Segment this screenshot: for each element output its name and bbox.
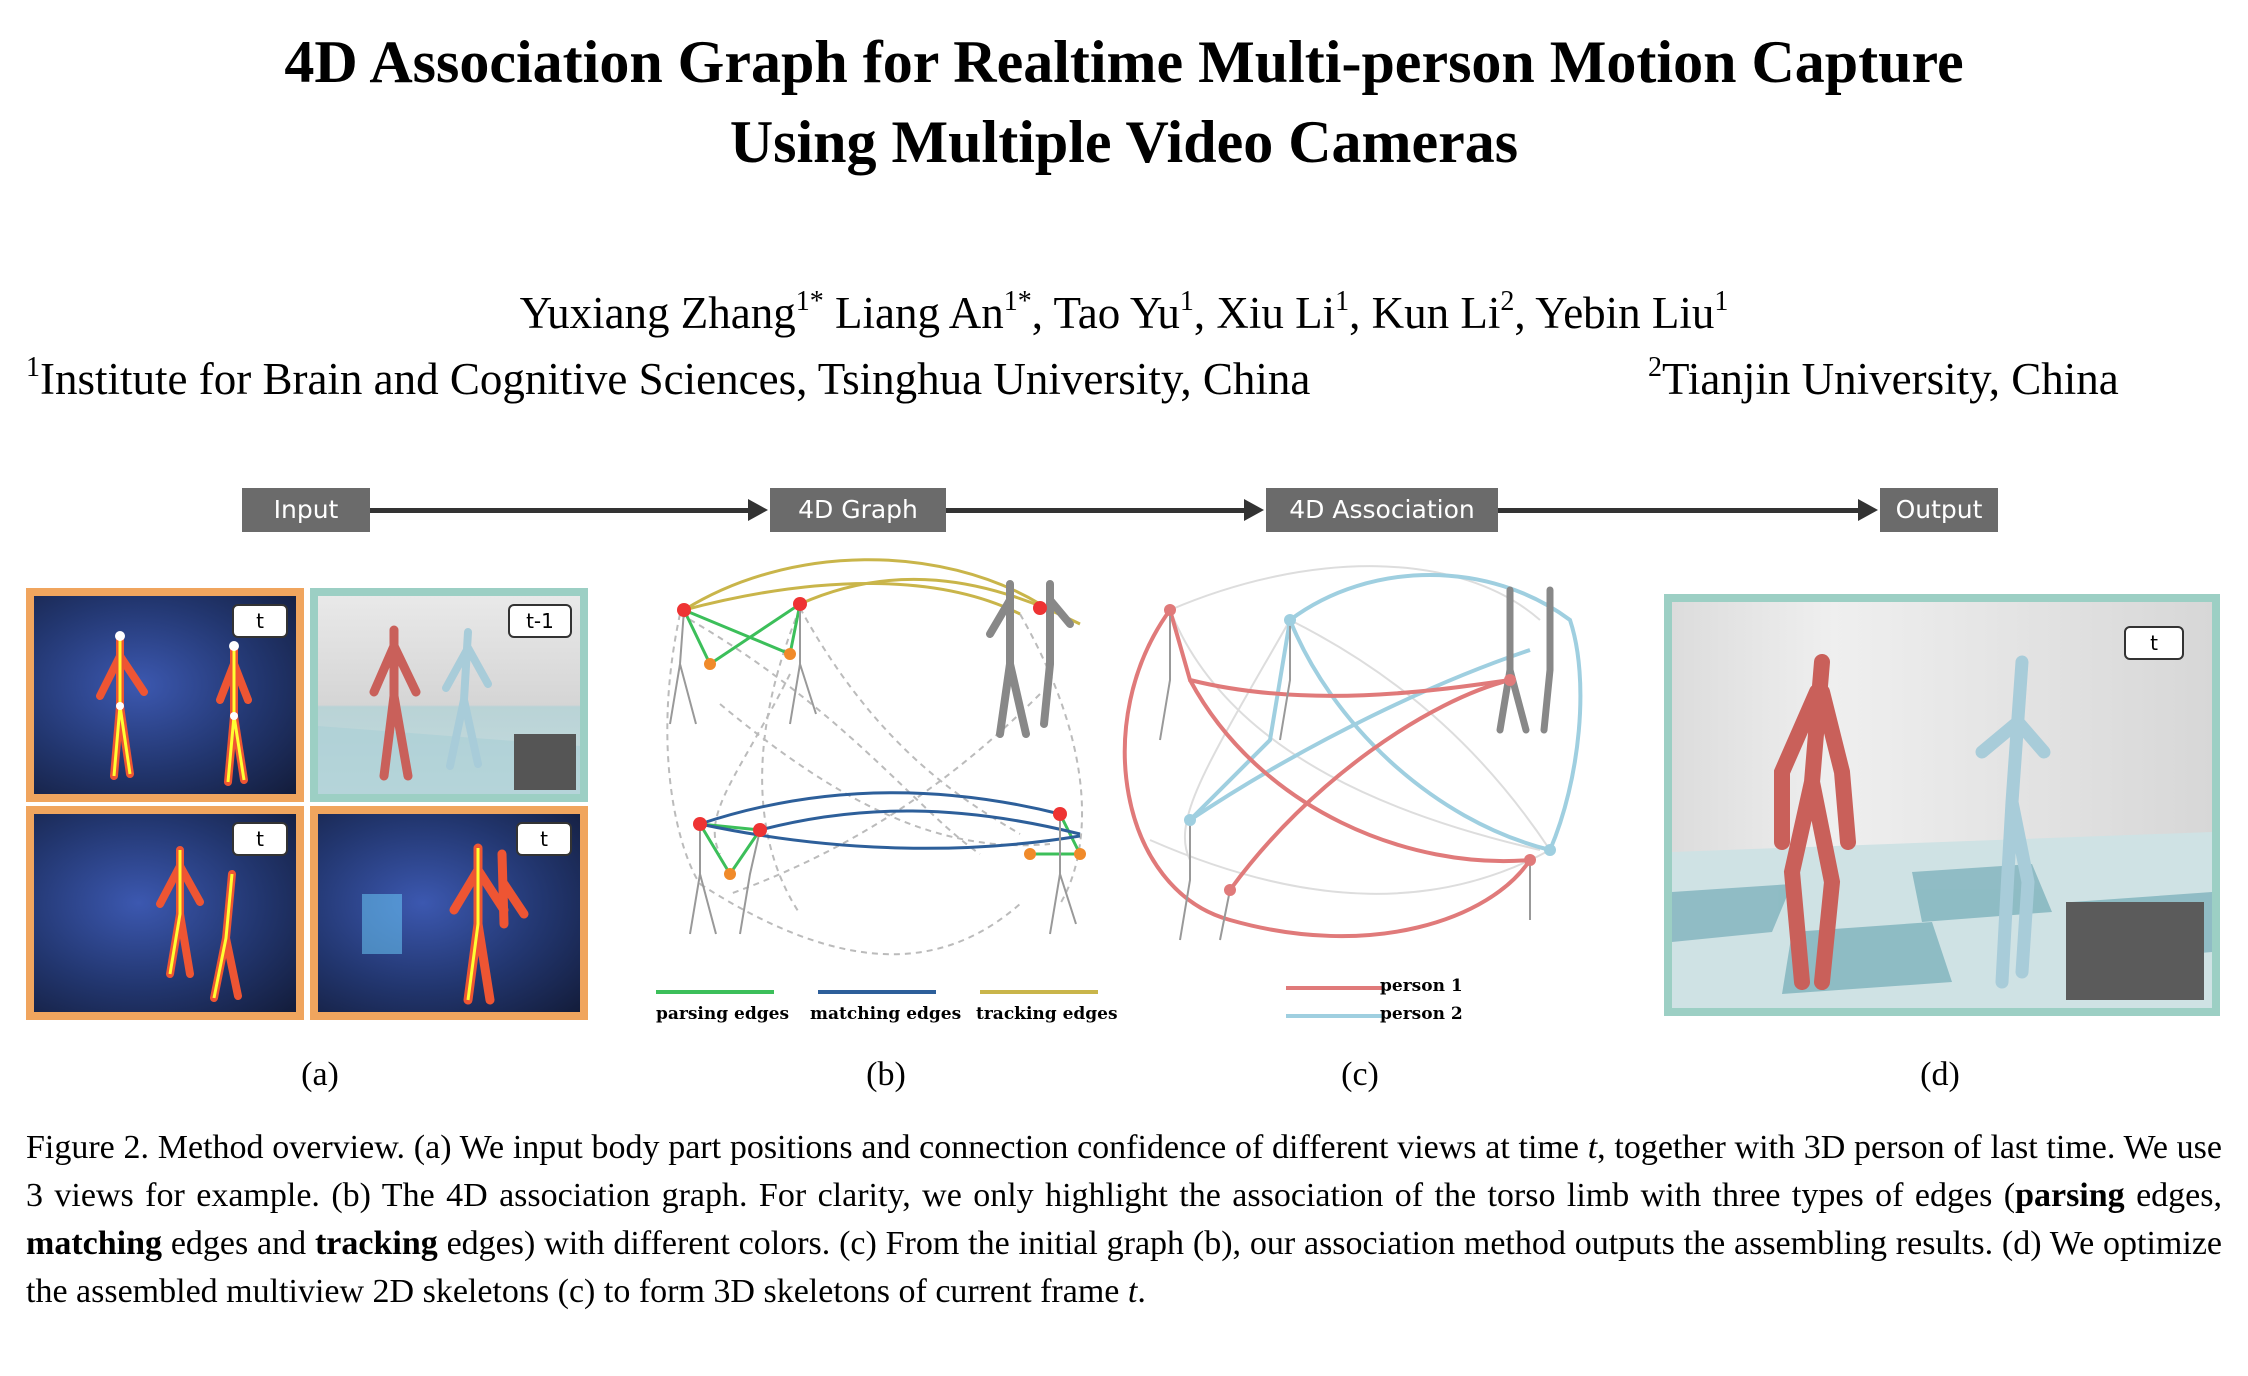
4d-graph-diagram [666,558,1086,956]
legend-person-2-swatch [1286,1014,1382,1018]
author-5: Kun Li2, [1371,286,1536,339]
last-frame-time-tag: t-1 [508,604,572,638]
view-1-time-tag: t [232,604,288,638]
sublabel-c: (c) [1341,1056,1379,1093]
affiliation-1: 1Institute for Brain and Cognitive Scien… [26,352,1311,405]
legend-tracking-swatch [980,990,1098,994]
legend-person-1-swatch [1286,986,1382,990]
stage-output: Output [1880,488,1998,532]
stage-4d-graph: 4D Graph [770,488,946,532]
title-line-1: 4D Association Graph for Realtime Multi-… [284,29,1964,95]
affiliation-2: 2Tianjin University, China [1648,352,2119,405]
sublabel-a: (a) [301,1056,339,1093]
legend-tracking-label: tracking edges [976,1004,1118,1024]
view-1-skeletons [96,631,252,786]
legend-parsing-label: parsing edges [656,1004,790,1024]
output-time-tag: t [2124,626,2184,660]
paper-title: 4D Association Graph for Realtime Multi-… [0,22,2248,182]
legend-matching-label: matching edges [810,1004,962,1024]
pipeline-arrow-3 [1498,499,1878,521]
legend-parsing-swatch [656,990,774,994]
pipeline-arrow-2 [946,499,1264,521]
author-6: Yebin Liu1 [1535,286,1729,339]
author-3: Tao Yu1, [1053,286,1217,339]
view-3-skeletons [362,843,529,1005]
stage-4d-association: 4D Association [1266,488,1498,532]
pipeline-arrow-1 [370,499,768,521]
view-2-time-tag: t [232,822,288,856]
author-4: Xiu Li1, [1216,286,1372,339]
legend-matching-swatch [818,990,936,994]
output-3d-skeletons [1672,654,2212,1008]
figure-caption: Figure 2. Method overview. (a) We input … [26,1129,2222,1310]
affiliations: 1Institute for Brain and Cognitive Scien… [26,348,2236,410]
sublabel-d: (d) [1920,1056,1960,1093]
author-list: Yuxiang Zhang1* Liang An1*, Tao Yu1, Xiu… [0,282,2248,344]
4d-association-diagram [1122,565,1583,941]
input-view-2: t [26,806,304,1020]
output-3d-view: t [1664,594,2220,1016]
legend-person-2-label: person 2 [1380,1004,1463,1024]
view-3-time-tag: t [516,822,572,856]
input-view-1: t [26,588,304,802]
input-view-last-frame: t-1 [310,588,588,802]
title-line-2: Using Multiple Video Cameras [729,109,1519,175]
stage-input: Input [242,488,370,532]
author-2: Liang An1*, [835,286,1054,339]
author-1: Yuxiang Zhang1* [519,286,824,339]
legend-person-1-label: person 1 [1380,976,1463,996]
last-frame-3d-skeletons [318,625,580,794]
input-view-3: t [310,806,588,1020]
sublabel-b: (b) [866,1056,906,1093]
view-2-skeletons [156,846,242,1002]
